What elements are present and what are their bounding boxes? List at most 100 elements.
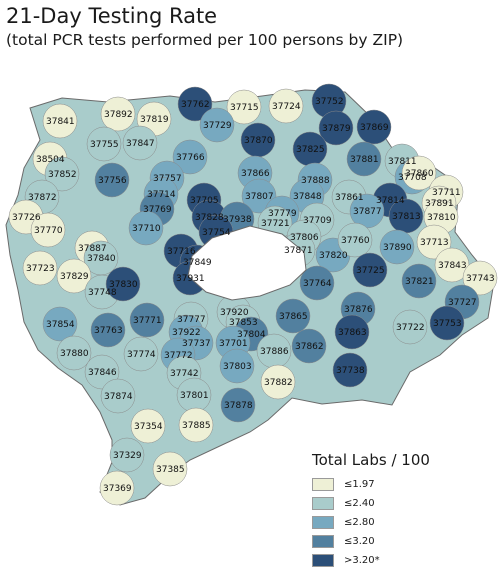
zip-region-37821[interactable] (401, 263, 437, 299)
zip-region-37743[interactable] (462, 260, 498, 296)
zip-region-37725[interactable] (352, 252, 388, 288)
zip-region-37753[interactable] (429, 305, 465, 341)
zip-label: 37803 (223, 362, 252, 372)
zip-label: 37769 (143, 205, 172, 215)
zip-label: 37887 (78, 244, 107, 254)
zip-label: 37701 (219, 339, 248, 349)
zip-region-37774[interactable] (123, 336, 159, 372)
zip-label: 37811 (388, 157, 417, 167)
zip-label: 37819 (140, 115, 169, 125)
zip-label: 37825 (296, 145, 325, 155)
legend-item: ≤3.20 (312, 532, 492, 551)
zip-region-37766[interactable] (172, 139, 208, 175)
zip-label: 37329 (113, 451, 142, 461)
zip-label: 37876 (344, 305, 373, 315)
zip-region-37860[interactable] (401, 155, 437, 191)
zip-label: 37890 (383, 243, 412, 253)
zip-label: 37724 (272, 102, 301, 112)
zip-region-37756[interactable] (94, 162, 130, 198)
zip-label: 37764 (303, 279, 332, 289)
zip-region-37724[interactable] (268, 88, 304, 124)
zip-region-37354[interactable] (130, 408, 166, 444)
legend-swatch (312, 554, 334, 567)
zip-label: 37846 (88, 368, 117, 378)
zip-region-37755[interactable] (86, 126, 122, 162)
zip-label: 37861 (335, 193, 364, 203)
legend-item: >3.20* (312, 551, 492, 570)
zip-label: 37871 (284, 246, 313, 256)
zip-region-37760[interactable] (337, 222, 373, 258)
zip-region-37803[interactable] (219, 348, 255, 384)
zip-region-37880[interactable] (56, 335, 92, 371)
legend-label: ≤2.40 (344, 498, 375, 509)
zip-region-37385[interactable] (152, 451, 188, 487)
zip-label: 37880 (60, 349, 89, 359)
legend-label: ≤3.20 (344, 536, 375, 547)
legend-label: >3.20* (344, 555, 380, 566)
zip-label: 37874 (104, 392, 133, 402)
zip-region-37852[interactable] (44, 156, 80, 192)
zip-label: 37771 (133, 316, 162, 326)
zip-region-37729[interactable] (199, 107, 235, 143)
zip-label: 37779 (268, 209, 297, 219)
zip-label: 37866 (241, 169, 270, 179)
zip-region-37723[interactable] (22, 250, 58, 286)
zip-region-37762[interactable] (177, 86, 213, 122)
zip-label: 37881 (350, 155, 379, 165)
zip-region-37874[interactable] (100, 378, 136, 414)
zip-region-37879[interactable] (318, 110, 354, 146)
zip-region-37841[interactable] (42, 103, 78, 139)
zip-region-37369[interactable] (99, 470, 135, 506)
zip-label: 37882 (264, 378, 293, 388)
zip-region-37862[interactable] (291, 328, 327, 364)
zip-region-37881[interactable] (346, 141, 382, 177)
legend: Total Labs / 100 ≤1.97 ≤2.40 ≤2.80 ≤3.20… (312, 451, 492, 570)
zip-region-37892[interactable] (100, 96, 136, 132)
zip-region-37764[interactable] (299, 265, 335, 301)
zip-label: 37920 (220, 308, 249, 318)
zip-region-37738[interactable] (332, 352, 368, 388)
zip-region-37771[interactable] (129, 302, 165, 338)
legend-item: ≤1.97 (312, 475, 492, 494)
zip-region-37770[interactable] (30, 212, 66, 248)
zip-label: 37753 (433, 319, 462, 329)
zip-region-37885[interactable] (178, 407, 214, 443)
zip-label: 37891 (425, 199, 454, 209)
zip-region-37329[interactable] (109, 437, 145, 473)
zip-region-37830[interactable] (105, 266, 141, 302)
zip-region-37829[interactable] (56, 258, 92, 294)
zip-region-37715[interactable] (226, 89, 262, 125)
zip-region-37710[interactable] (128, 210, 164, 246)
legend-item: ≤2.40 (312, 494, 492, 513)
zip-region-37878[interactable] (220, 387, 256, 423)
zip-label: 37756 (98, 176, 127, 186)
zip-label: 37828 (195, 213, 224, 223)
zip-label: 37848 (293, 192, 322, 202)
zip-label: 37801 (180, 391, 209, 401)
zip-region-37863[interactable] (334, 314, 370, 350)
zip-region-37854[interactable] (42, 306, 78, 342)
zip-label: 37886 (260, 347, 289, 357)
zip-label: 37922 (172, 328, 201, 338)
zip-region-37722[interactable] (392, 309, 428, 345)
legend-item: ≤2.80 (312, 513, 492, 532)
zip-region-37865[interactable] (275, 298, 311, 334)
legend-swatch (312, 535, 334, 548)
zip-region-37763[interactable] (90, 312, 126, 348)
zip-label: 37721 (261, 219, 290, 229)
zip-label: 37892 (104, 110, 133, 120)
zip-region-37882[interactable] (260, 364, 296, 400)
zip-label: 37742 (170, 369, 199, 379)
zip-label: 37807 (245, 192, 274, 202)
zip-region-37869[interactable] (356, 109, 392, 145)
zip-label: 37820 (319, 251, 348, 261)
zip-region-37890[interactable] (379, 229, 415, 265)
zip-label: 37829 (60, 272, 89, 282)
zip-label: 37806 (290, 233, 319, 243)
zip-label: 37725 (356, 266, 385, 276)
zip-label: 37762 (181, 100, 210, 110)
zip-region-37847[interactable] (122, 125, 158, 161)
zip-label: 37938 (223, 215, 252, 225)
zip-region-37713[interactable] (416, 224, 452, 260)
